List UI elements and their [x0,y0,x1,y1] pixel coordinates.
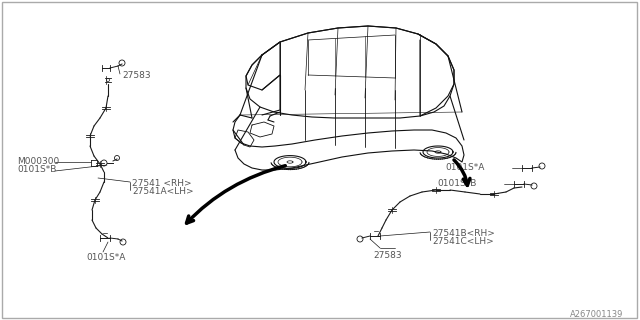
Text: 27583: 27583 [122,71,150,80]
Text: 27541B<RH>: 27541B<RH> [432,229,495,238]
Text: M000300: M000300 [17,157,60,166]
Text: 0101S*B: 0101S*B [437,179,476,188]
Text: 27583: 27583 [373,251,402,260]
Text: 0101S*A: 0101S*A [86,253,125,262]
Text: 0101S*A: 0101S*A [445,163,484,172]
Text: 27541C<LH>: 27541C<LH> [432,237,493,246]
Text: A267001139: A267001139 [570,310,623,319]
Text: 27541A<LH>: 27541A<LH> [132,187,194,196]
Text: 0101S*B: 0101S*B [17,165,56,174]
Text: 27541 <RH>: 27541 <RH> [132,179,191,188]
